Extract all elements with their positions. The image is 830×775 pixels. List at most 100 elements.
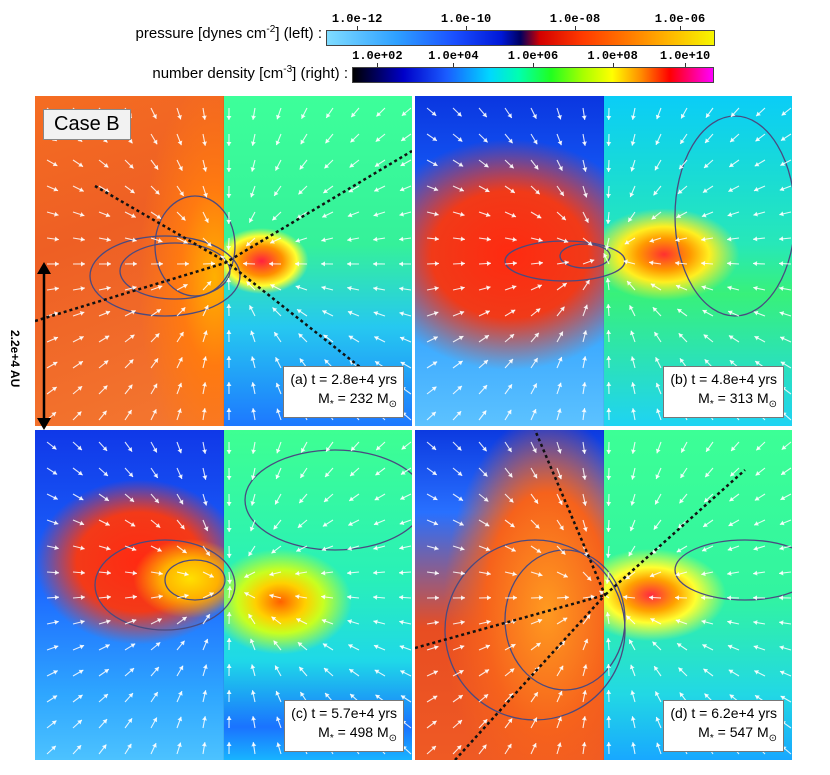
velocity-arrow-head	[675, 237, 680, 243]
velocity-arrow-head	[510, 188, 515, 193]
velocity-arrow-head	[226, 278, 232, 283]
velocity-arrow-head	[606, 330, 612, 335]
velocity-arrow-head	[400, 495, 405, 500]
velocity-arrow-head	[456, 445, 462, 451]
velocity-arrow-head	[583, 638, 589, 644]
velocity-arrow-head	[300, 139, 305, 145]
velocity-arrow-head	[130, 643, 136, 648]
velocity-arrow-head	[563, 238, 569, 244]
velocity-arrow-head	[127, 743, 132, 749]
velocity-arrow-head	[511, 212, 516, 218]
velocity-arrow-head	[349, 669, 354, 674]
velocity-arrow-head	[728, 310, 733, 316]
velocity-arrow-head	[754, 186, 759, 192]
pressure-tick: 1.0e-06	[654, 12, 706, 26]
velocity-arrow-head	[52, 161, 58, 167]
velocity-arrow-head	[727, 236, 732, 242]
velocity-arrow-head	[202, 475, 208, 480]
velocity-arrow-head	[483, 694, 489, 699]
density-colorbar-label: number density [cm-3] (right) :	[60, 64, 348, 82]
velocity-arrow-head	[606, 382, 612, 387]
velocity-arrow-head	[649, 238, 655, 243]
velocity-arrow-head	[129, 668, 135, 673]
velocity-arrow-head	[226, 690, 232, 695]
velocity-arrow-head	[324, 497, 329, 502]
pressure-label-tail: ] (left) :	[275, 25, 322, 42]
velocity-arrow-head	[701, 595, 706, 601]
velocity-arrow-head	[201, 408, 207, 413]
velocity-arrow-head	[582, 526, 588, 532]
velocity-arrow-head	[655, 114, 661, 120]
velocity-arrow-head	[434, 595, 439, 601]
velocity-arrow-head	[272, 307, 278, 313]
velocity-arrow-head	[557, 382, 562, 388]
velocity-arrow-head	[606, 408, 612, 413]
velocity-arrow-head	[582, 167, 588, 172]
velocity-arrow-head	[275, 382, 281, 388]
velocity-arrow-head	[298, 189, 304, 195]
velocity-arrow-head	[703, 668, 709, 674]
velocity-arrow-head	[753, 211, 758, 217]
velocity-arrow-head	[51, 444, 57, 450]
panel-b: (b) t = 4.8e+4 yrs M* = 313 M⊙	[415, 96, 792, 426]
velocity-arrow-head	[433, 336, 438, 341]
velocity-arrow-head	[296, 547, 301, 552]
velocity-arrow-head	[625, 574, 631, 580]
velocity-arrow-head	[582, 501, 588, 506]
velocity-arrow-head	[373, 619, 378, 625]
velocity-arrow-head	[248, 613, 253, 619]
velocity-arrow-head	[399, 336, 405, 342]
velocity-arrow-head	[347, 212, 353, 218]
velocity-arrow-head	[649, 595, 654, 601]
velocity-arrow-head	[605, 304, 611, 309]
velocity-arrow-head	[431, 386, 437, 392]
velocity-arrow-head	[202, 141, 207, 146]
velocity-arrow-head	[509, 334, 515, 339]
velocity-arrow-head	[558, 331, 564, 337]
velocity-arrow-head	[457, 720, 463, 725]
velocity-arrow-head	[704, 693, 710, 699]
velocity-arrow-head	[152, 409, 157, 414]
velocity-arrow-head	[326, 113, 331, 118]
velocity-arrow-head	[130, 522, 136, 527]
velocity-arrow-head	[486, 595, 491, 601]
velocity-arrow-head	[273, 524, 279, 530]
velocity-arrow-head	[606, 527, 612, 532]
velocity-arrow-head	[654, 666, 659, 671]
contour-line	[444, 539, 626, 721]
velocity-arrow-head	[249, 638, 255, 644]
velocity-arrow-head	[349, 496, 354, 501]
velocity-arrow-head	[532, 114, 537, 119]
velocity-arrow-head	[728, 335, 734, 340]
density-label-exp: -3	[283, 64, 293, 75]
velocity-arrow-head	[300, 473, 305, 479]
velocity-arrow-head	[606, 690, 612, 695]
velocity-arrow-head	[347, 310, 353, 316]
velocity-arrow-head	[626, 615, 631, 621]
velocity-arrow-head	[156, 214, 162, 219]
velocity-arrow-head	[201, 115, 207, 120]
velocity-arrow-head	[152, 717, 158, 723]
velocity-arrow-head	[78, 361, 83, 366]
velocity-arrow-head	[274, 191, 279, 196]
velocity-arrow-head	[250, 141, 256, 146]
contour-line	[154, 195, 236, 297]
velocity-arrow-head	[275, 140, 281, 146]
velocity-arrow-head	[131, 213, 136, 218]
velocity-arrow-head	[456, 111, 462, 117]
velocity-arrow-head	[581, 382, 587, 387]
panel-d: (d) t = 6.2e+4 yrs M* = 547 M⊙	[415, 430, 792, 760]
velocity-arrow-head	[152, 114, 157, 119]
velocity-arrow-head	[52, 386, 57, 392]
velocity-arrow-head	[152, 743, 157, 748]
velocity-arrow-head	[630, 115, 636, 120]
dotted-boundary-line	[454, 430, 607, 760]
velocity-arrow-head	[560, 549, 566, 555]
velocity-arrow-head	[630, 475, 636, 480]
velocity-arrow-head	[606, 193, 612, 198]
velocity-arrow-head	[557, 691, 563, 696]
velocity-arrow-head	[325, 472, 330, 478]
velocity-arrow-head	[779, 620, 784, 626]
velocity-arrow-head	[106, 285, 111, 291]
velocity-arrow-head	[322, 643, 328, 648]
